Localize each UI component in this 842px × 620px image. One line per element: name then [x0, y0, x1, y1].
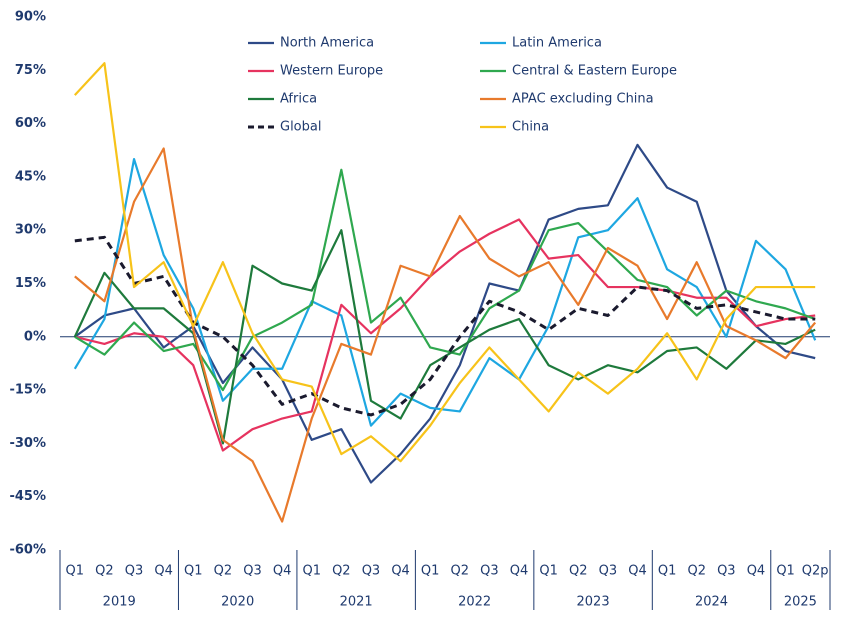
x-tick-label: Q4 [154, 564, 173, 579]
x-tick-label: Q2 [451, 564, 470, 579]
y-tick-label: -30% [9, 436, 46, 451]
x-tick-label: Q2 [569, 564, 588, 579]
x-tick-label: Q4 [747, 564, 766, 579]
y-tick-label: 30% [15, 223, 46, 238]
x-tick-label: Q2 [332, 564, 351, 579]
x-tick-label: Q3 [599, 564, 618, 579]
legend-label: North America [280, 36, 374, 51]
x-tick-label: Q3 [717, 564, 736, 579]
year-label: 2019 [103, 595, 136, 610]
series-line [74, 218, 816, 452]
series-line [74, 235, 816, 417]
y-tick-label: -15% [9, 383, 46, 398]
x-tick-label: Q2 [95, 564, 114, 579]
legend-label: China [512, 120, 549, 135]
year-label: 2025 [784, 595, 817, 610]
x-tick-label: Q1 [66, 564, 85, 579]
legend-label: Global [280, 120, 321, 135]
y-tick-label: 15% [15, 276, 46, 291]
x-tick-label: Q1 [658, 564, 677, 579]
x-tick-label: Q1 [184, 564, 203, 579]
legend-label: APAC excluding China [512, 92, 654, 107]
legend-label: Africa [280, 92, 317, 107]
year-label: 2021 [340, 595, 373, 610]
x-tick-label: Q3 [243, 564, 262, 579]
x-tick-label: Q2p [802, 564, 829, 579]
x-tick-label: Q3 [480, 564, 499, 579]
year-label: 2020 [221, 595, 254, 610]
year-label: 2024 [695, 595, 728, 610]
year-label: 2022 [458, 595, 491, 610]
year-label: 2023 [577, 595, 610, 610]
series-line [74, 62, 816, 463]
x-tick-label: Q1 [302, 564, 321, 579]
x-tick-label: Q1 [776, 564, 795, 579]
x-tick-label: Q2 [687, 564, 706, 579]
y-tick-label: 75% [15, 63, 46, 78]
series-line [74, 143, 816, 484]
x-tick-label: Q1 [421, 564, 440, 579]
series-line [73, 158, 817, 427]
y-tick-label: 60% [15, 116, 46, 131]
legend-label: Western Europe [280, 64, 383, 79]
legend-label: Central & Eastern Europe [512, 64, 677, 79]
x-tick-label: Q3 [125, 564, 144, 579]
x-tick-label: Q3 [362, 564, 381, 579]
series-line [74, 147, 817, 523]
y-tick-label: 45% [15, 169, 46, 184]
x-tick-label: Q4 [510, 564, 529, 579]
y-tick-label: -60% [9, 543, 46, 558]
legend-label: Latin America [512, 36, 602, 51]
x-tick-label: Q2 [214, 564, 233, 579]
y-tick-label: -45% [9, 489, 46, 504]
x-tick-label: Q4 [273, 564, 292, 579]
y-tick-label: 90% [15, 10, 46, 25]
x-tick-label: Q4 [628, 564, 647, 579]
x-tick-label: Q1 [539, 564, 558, 579]
y-tick-label: 0% [24, 329, 46, 344]
x-tick-label: Q4 [391, 564, 410, 579]
